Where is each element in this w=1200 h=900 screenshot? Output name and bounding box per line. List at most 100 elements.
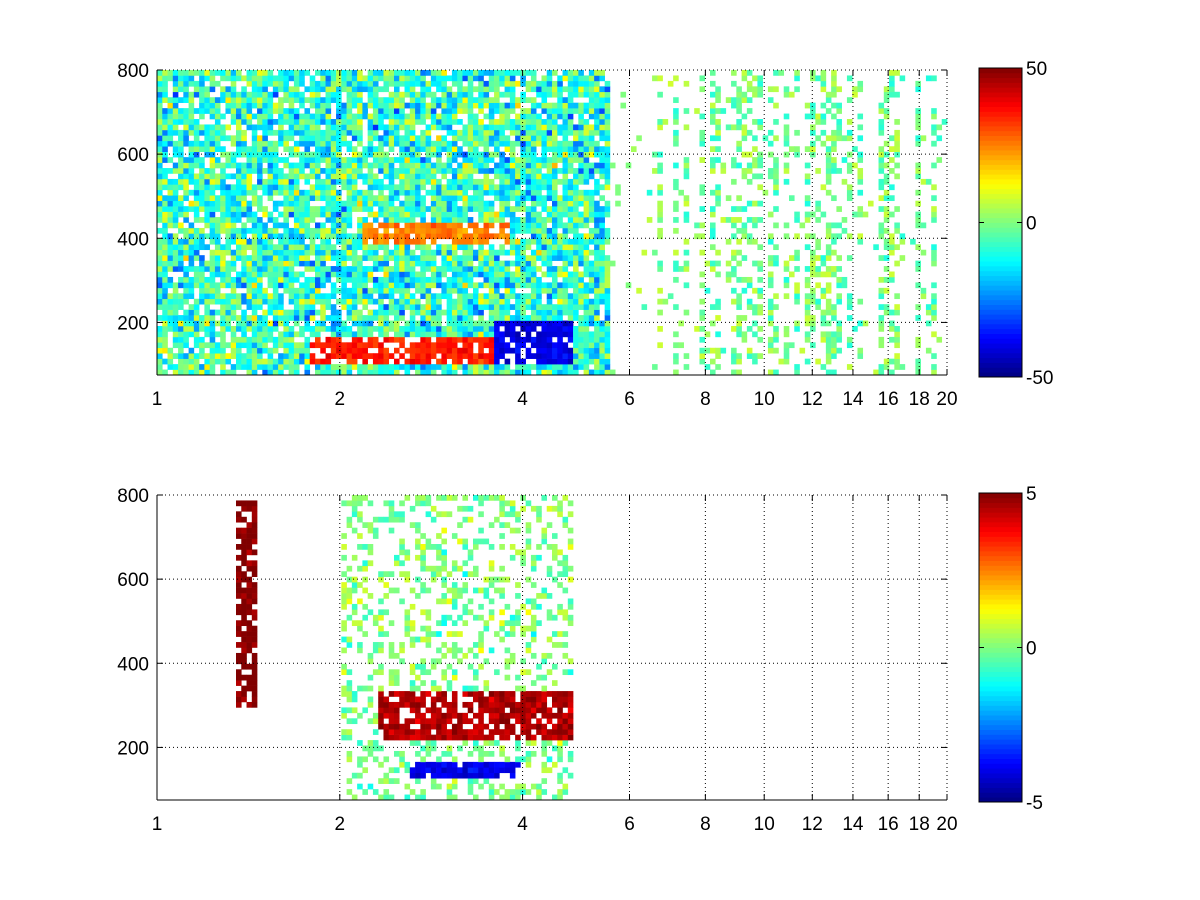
heatmap-cell bbox=[399, 336, 405, 343]
heatmap-cell bbox=[931, 113, 937, 120]
heatmap-cell bbox=[567, 325, 574, 332]
heatmap-cell bbox=[530, 129, 537, 136]
heatmap-cell bbox=[467, 146, 474, 152]
heatmap-cell bbox=[494, 102, 500, 109]
heatmap-cell bbox=[257, 173, 263, 180]
heatmap-cell bbox=[330, 227, 337, 234]
heatmap-cell bbox=[346, 146, 353, 152]
heatmap-cell bbox=[562, 238, 569, 245]
heatmap-cell bbox=[330, 309, 337, 316]
heatmap-cell bbox=[236, 206, 242, 212]
heatmap-cell bbox=[157, 157, 163, 163]
heatmap-cell bbox=[193, 80, 200, 87]
heatmap-cell bbox=[246, 353, 253, 359]
heatmap-cell bbox=[515, 227, 521, 234]
heatmap-cell bbox=[383, 309, 390, 316]
heatmap-cell bbox=[383, 320, 390, 327]
heatmap-cell bbox=[394, 168, 400, 174]
heatmap-cell bbox=[483, 353, 490, 359]
heatmap-cell bbox=[757, 124, 763, 131]
heatmap-cell bbox=[494, 293, 500, 300]
heatmap-cell bbox=[562, 331, 569, 338]
heatmap-cell bbox=[710, 211, 716, 218]
heatmap-cell bbox=[562, 189, 569, 196]
heatmap-cell bbox=[246, 168, 253, 174]
heatmap-cell bbox=[810, 233, 816, 240]
heatmap-cell bbox=[415, 287, 421, 294]
heatmap-cell bbox=[394, 206, 400, 212]
heatmap-cell bbox=[836, 282, 842, 289]
heatmap-cell bbox=[530, 86, 537, 93]
heatmap-cell bbox=[214, 342, 221, 349]
heatmap-cell bbox=[409, 271, 416, 278]
x-tick-label: 14 bbox=[842, 389, 864, 410]
heatmap-cell bbox=[162, 331, 168, 338]
heatmap-cell bbox=[857, 206, 864, 212]
heatmap-cell bbox=[504, 282, 511, 289]
heatmap-cell bbox=[509, 151, 516, 158]
heatmap-cell bbox=[246, 315, 253, 321]
heatmap-cell bbox=[330, 342, 337, 349]
heatmap-cell bbox=[230, 304, 237, 310]
heatmap-cell bbox=[262, 178, 268, 185]
heatmap-cell bbox=[357, 195, 363, 202]
heatmap-cell bbox=[351, 91, 358, 98]
heatmap-cell bbox=[383, 195, 390, 202]
heatmap-cell bbox=[515, 168, 521, 174]
heatmap-cell bbox=[193, 282, 200, 289]
heatmap-cell bbox=[594, 287, 600, 294]
heatmap-cell bbox=[415, 353, 421, 359]
heatmap-cell bbox=[336, 75, 342, 82]
heatmap-cell bbox=[178, 97, 184, 103]
heatmap-cell bbox=[320, 75, 326, 82]
heatmap-cell bbox=[752, 358, 758, 365]
heatmap-cell bbox=[599, 287, 605, 294]
heatmap-cell bbox=[599, 369, 605, 376]
heatmap-cell bbox=[157, 249, 163, 256]
heatmap-cell bbox=[357, 347, 363, 354]
heatmap-cell bbox=[293, 364, 300, 370]
heatmap-cell bbox=[257, 358, 263, 365]
heatmap-cell bbox=[420, 157, 426, 163]
heatmap-cell bbox=[715, 331, 721, 338]
heatmap-cell bbox=[736, 320, 742, 327]
heatmap-cell bbox=[736, 325, 742, 332]
heatmap-cell bbox=[262, 211, 268, 218]
heatmap-cell bbox=[199, 369, 205, 376]
heatmap-cell bbox=[936, 336, 943, 343]
heatmap-cell bbox=[278, 293, 284, 300]
heatmap-cell bbox=[262, 75, 268, 82]
heatmap-cell bbox=[214, 129, 221, 136]
heatmap-cell bbox=[193, 369, 200, 376]
heatmap-cell bbox=[172, 206, 179, 212]
heatmap-cell bbox=[257, 238, 263, 245]
heatmap-cell bbox=[267, 233, 274, 240]
heatmap-cell bbox=[309, 249, 316, 256]
heatmap-cell bbox=[262, 320, 268, 327]
heatmap-cell bbox=[594, 325, 600, 332]
heatmap-cell bbox=[578, 233, 584, 240]
heatmap-cell bbox=[225, 342, 232, 349]
heatmap-cell bbox=[378, 325, 384, 332]
heatmap-cell bbox=[399, 287, 405, 294]
heatmap-cell bbox=[304, 157, 311, 163]
heatmap-cell bbox=[209, 325, 216, 332]
heatmap-cell bbox=[515, 260, 521, 267]
heatmap-cell bbox=[409, 358, 416, 365]
heatmap-cell bbox=[757, 173, 763, 180]
heatmap-cell bbox=[567, 168, 574, 174]
heatmap-cell bbox=[330, 282, 337, 289]
heatmap-cell bbox=[641, 304, 648, 310]
heatmap-cell bbox=[536, 266, 542, 272]
heatmap-cell bbox=[825, 266, 832, 272]
heatmap-cell bbox=[599, 97, 605, 103]
heatmap-cell bbox=[752, 162, 758, 169]
heatmap-cell bbox=[530, 325, 537, 332]
heatmap-cell bbox=[315, 342, 321, 349]
heatmap-cell bbox=[488, 342, 495, 349]
heatmap-cell bbox=[509, 195, 516, 202]
heatmap-cell bbox=[451, 206, 458, 212]
heatmap-cell bbox=[478, 86, 484, 93]
heatmap-cell bbox=[451, 238, 458, 245]
heatmap-cell bbox=[420, 287, 426, 294]
